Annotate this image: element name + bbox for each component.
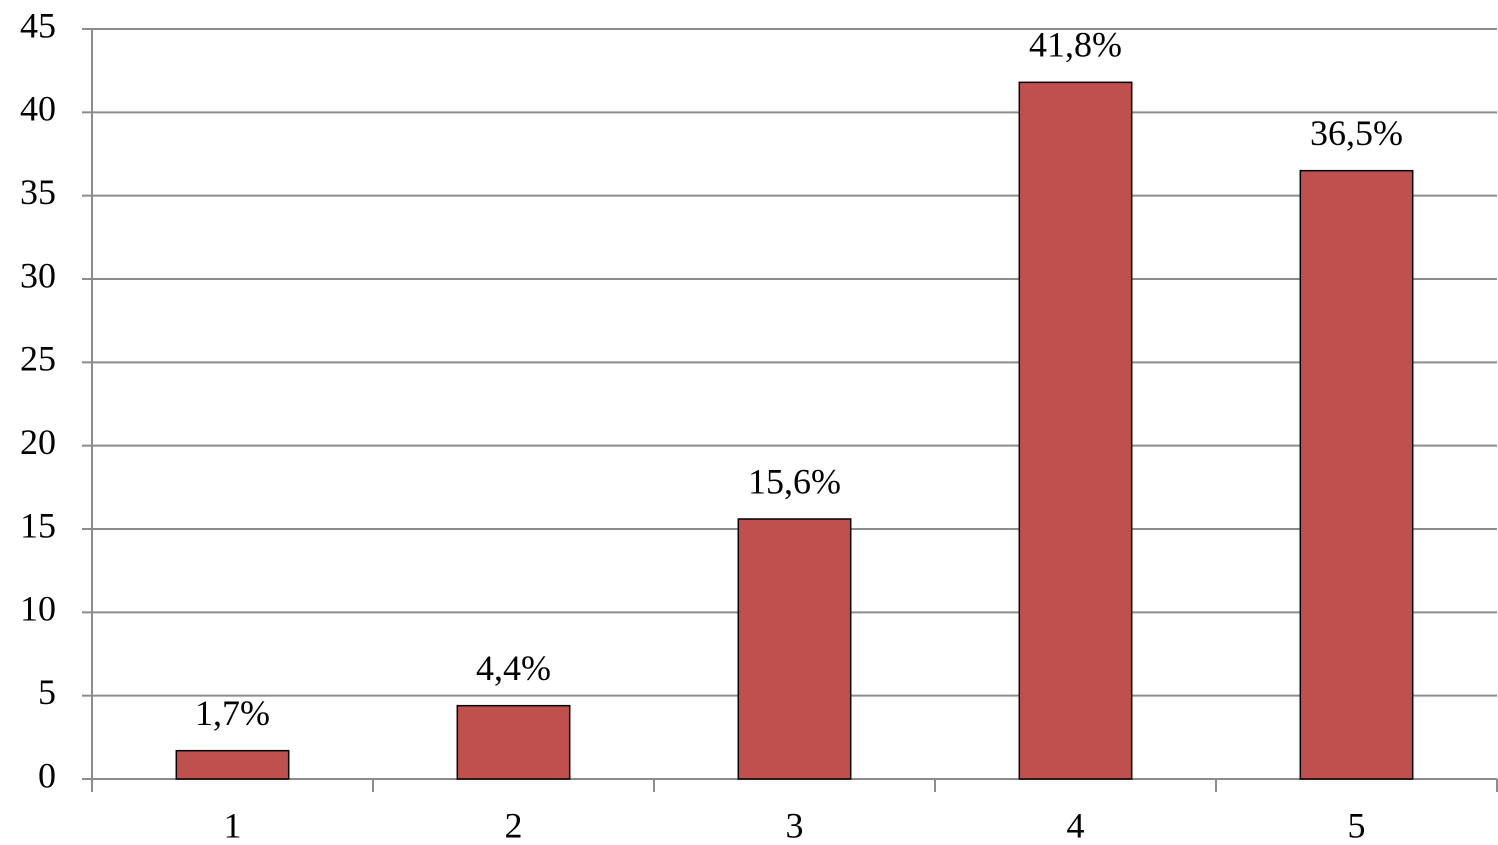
x-tick-label: 3 (786, 805, 804, 845)
bar (456, 704, 571, 780)
y-tick-label: 45 (20, 5, 56, 45)
y-tick-label: 15 (20, 505, 56, 545)
y-tick-label: 0 (38, 755, 56, 795)
bar (175, 749, 290, 780)
y-tick-label: 25 (20, 339, 56, 379)
x-tick-label: 4 (1067, 805, 1085, 845)
y-tick-label: 5 (38, 672, 56, 712)
data-label: 41,8% (1029, 25, 1122, 65)
x-tick-label: 2 (505, 805, 523, 845)
data-label: 4,4% (476, 648, 551, 688)
y-tick-label: 10 (20, 589, 56, 629)
data-label: 15,6% (748, 461, 841, 501)
y-tick-label: 40 (20, 89, 56, 129)
x-tick-label: 1 (224, 805, 242, 845)
x-tick-label: 5 (1348, 805, 1366, 845)
y-tick-label: 30 (20, 255, 56, 295)
data-label: 36,5% (1310, 113, 1403, 153)
bar (1018, 81, 1133, 780)
y-tick-label: 20 (20, 422, 56, 462)
data-label: 1,7% (195, 693, 270, 733)
y-tick-label: 35 (20, 172, 56, 212)
bar (1299, 169, 1414, 780)
bar (737, 518, 852, 780)
